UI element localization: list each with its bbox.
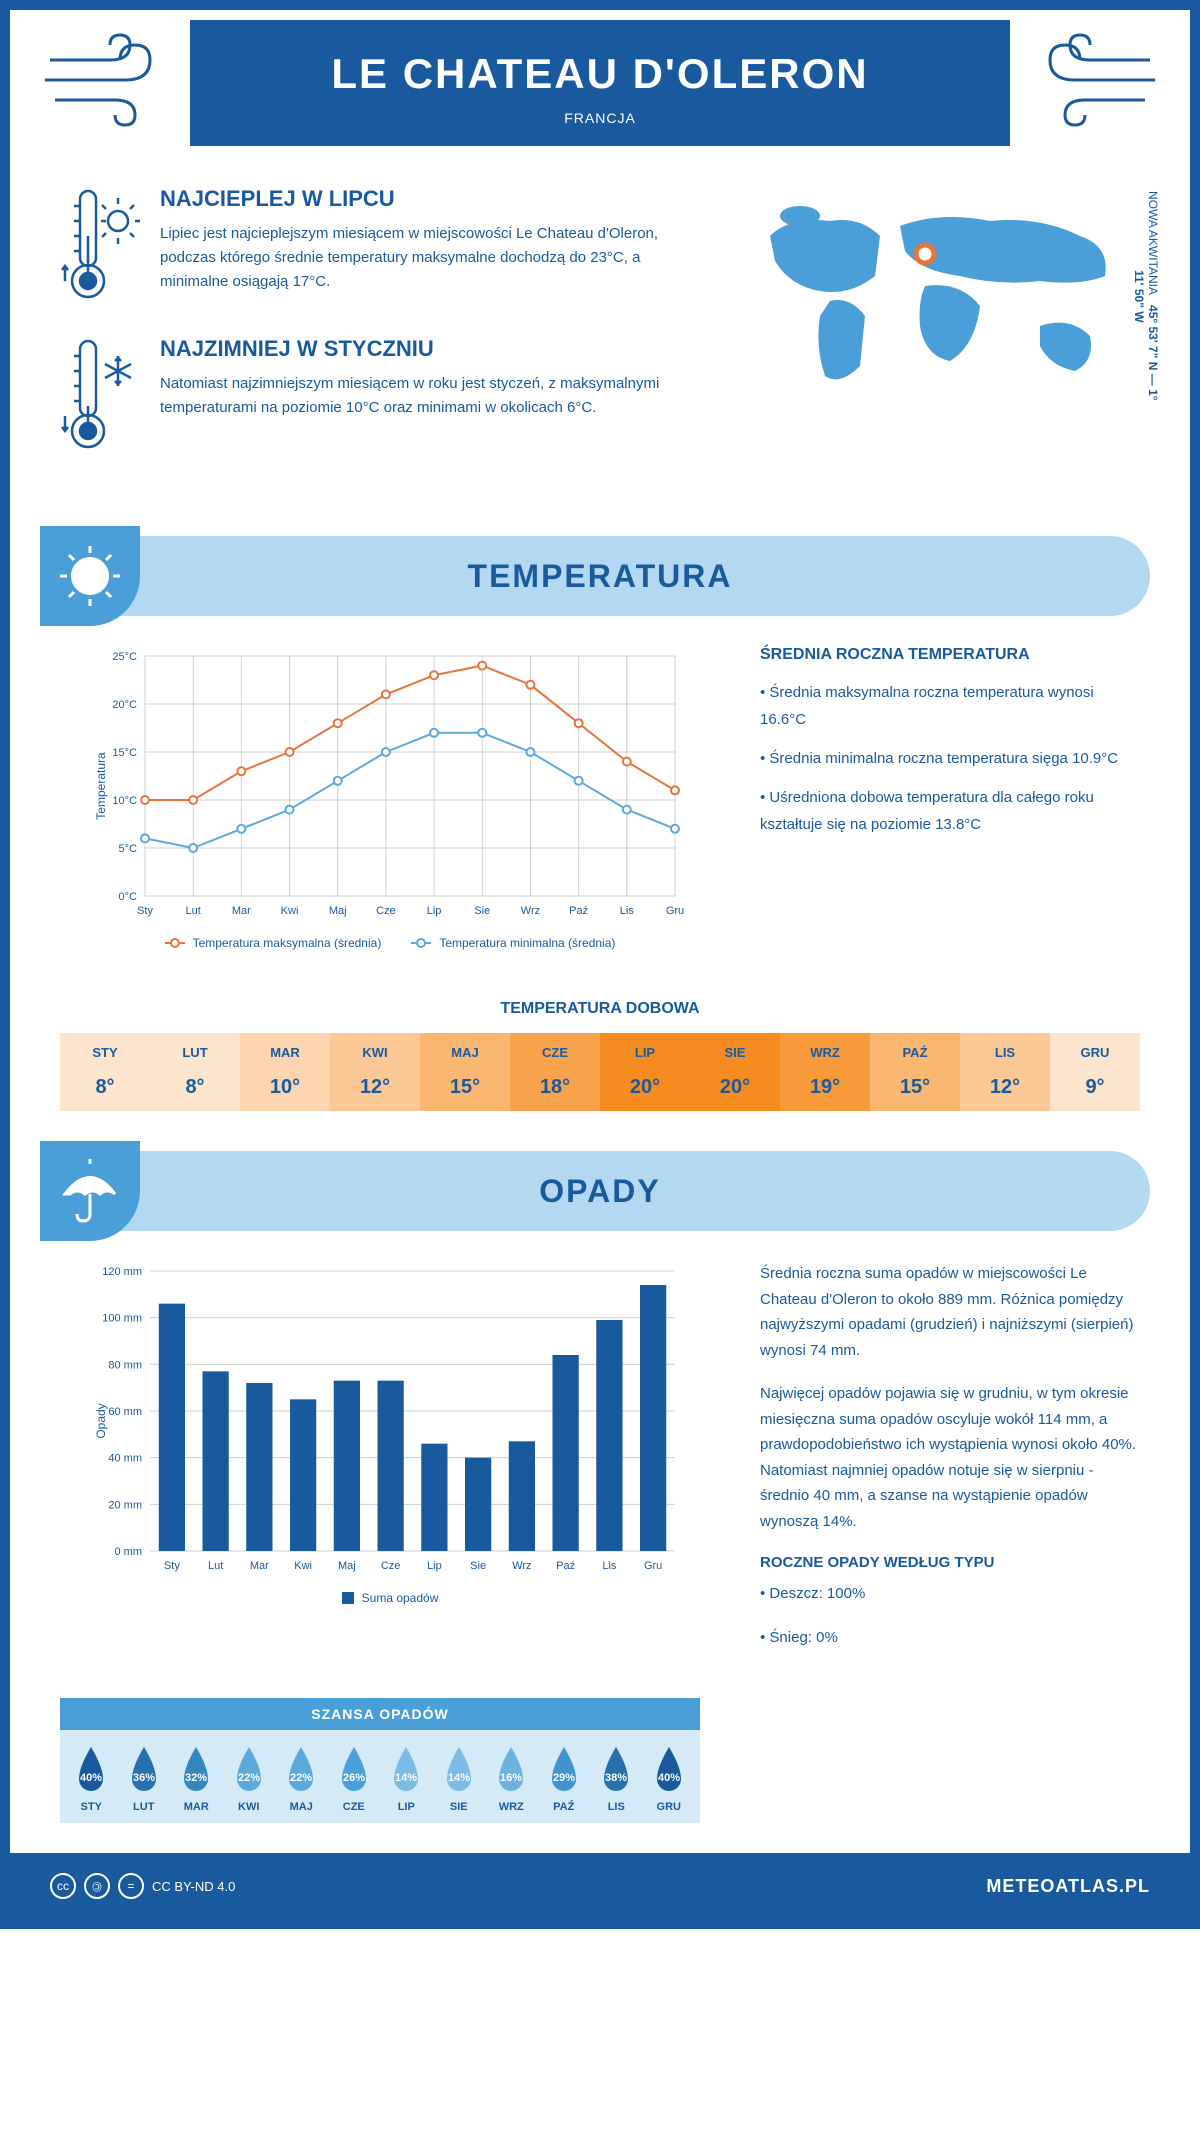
svg-text:22%: 22% (238, 1772, 260, 1784)
svg-text:20°C: 20°C (112, 699, 137, 711)
umbrella-icon (55, 1156, 125, 1226)
svg-text:Sty: Sty (164, 1560, 180, 1572)
svg-text:Sie: Sie (474, 905, 490, 917)
svg-text:Kwi: Kwi (294, 1560, 312, 1572)
footer: cc 🄯 = CC BY-ND 4.0 METEOATLAS.PL (10, 1853, 1190, 1919)
thermometer-snow-icon (60, 336, 140, 456)
svg-text:Wrz: Wrz (512, 1560, 531, 1572)
svg-text:100 mm: 100 mm (102, 1313, 142, 1325)
opady-section-header: OPADY (50, 1151, 1150, 1231)
svg-text:Lis: Lis (620, 905, 635, 917)
temperature-line-chart: 0°C 5°C 10°C 15°C 20°C 25°C Sty Lut Mar Kwi Maj Cze… (60, 646, 720, 926)
svg-text:Lip: Lip (427, 1560, 442, 1572)
svg-text:10°C: 10°C (112, 795, 137, 807)
svg-text:Cze: Cze (376, 905, 396, 917)
header-banner: LE CHATEAU D'OLERON FRANCJA (190, 20, 1010, 146)
opady-type: • Deszcz: 100% (760, 1581, 1140, 1607)
svg-text:Mar: Mar (250, 1560, 269, 1572)
svg-text:26%: 26% (343, 1772, 365, 1784)
avg-temp-title: ŚREDNIA ROCZNA TEMPERATURA (760, 646, 1140, 664)
by-icon: 🄯 (84, 1873, 110, 1899)
opady-info: Średnia roczna suma opadów w miejscowośc… (760, 1261, 1140, 1363)
svg-text:Gru: Gru (644, 1560, 662, 1572)
warmest-text: Lipiec jest najcieplejszym miesiącem w m… (160, 222, 700, 294)
svg-text:Paź: Paź (569, 905, 588, 917)
svg-text:60 mm: 60 mm (108, 1406, 142, 1418)
svg-text:Kwi: Kwi (281, 905, 299, 917)
legend-min: .legend-item:nth-child(2) .legend-marker… (411, 936, 615, 950)
warmest-block: NAJCIEPLEJ W LIPCU Lipiec jest najcieple… (60, 186, 700, 306)
svg-text:Temperatura: Temperatura (94, 752, 108, 820)
avg-temp-info: • Uśredniona dobowa temperatura dla całe… (760, 784, 1140, 838)
svg-text:0°C: 0°C (119, 891, 138, 903)
svg-text:Gru: Gru (666, 905, 684, 917)
legend-opady: Suma opadów (342, 1591, 439, 1605)
svg-text:0 mm: 0 mm (115, 1546, 143, 1558)
wind-icon (1020, 30, 1160, 130)
cc-icon: cc (50, 1873, 76, 1899)
opady-info: Najwięcej opadów pojawia się w grudniu, … (760, 1381, 1140, 1534)
license-text: CC BY-ND 4.0 (152, 1879, 235, 1894)
wind-icon (40, 30, 180, 130)
chance-row: 40% STY 36% LUT 32% MAR 22% KWI (60, 1730, 700, 1823)
svg-text:15°C: 15°C (112, 747, 137, 759)
svg-text:Lip: Lip (427, 905, 442, 917)
thermometer-sun-icon (60, 186, 140, 306)
svg-text:Paź: Paź (556, 1560, 575, 1572)
svg-text:Lut: Lut (208, 1560, 223, 1572)
page-title: LE CHATEAU D'OLERON (190, 50, 1010, 98)
svg-text:5°C: 5°C (119, 843, 138, 855)
svg-text:22%: 22% (290, 1772, 312, 1784)
svg-text:20 mm: 20 mm (108, 1499, 142, 1511)
svg-text:Sty: Sty (137, 905, 153, 917)
warmest-title: NAJCIEPLEJ W LIPCU (160, 186, 700, 212)
svg-text:120 mm: 120 mm (102, 1266, 142, 1278)
svg-text:Mar: Mar (232, 905, 251, 917)
coldest-title: NAJZIMNIEJ W STYCZNIU (160, 336, 700, 362)
svg-text:Sie: Sie (470, 1560, 486, 1572)
svg-text:Maj: Maj (329, 905, 347, 917)
coldest-text: Natomiast najzimniejszym miesiącem w rok… (160, 372, 700, 420)
svg-text:40%: 40% (80, 1772, 102, 1784)
chance-header: SZANSA OPADÓW (60, 1698, 700, 1730)
temperature-section-header: TEMPERATURA (50, 536, 1150, 616)
svg-text:14%: 14% (448, 1772, 470, 1784)
svg-text:25°C: 25°C (112, 651, 137, 663)
svg-text:16%: 16% (500, 1772, 522, 1784)
opady-type: • Śnieg: 0% (760, 1625, 1140, 1651)
svg-text:29%: 29% (553, 1772, 575, 1784)
svg-text:Cze: Cze (381, 1560, 401, 1572)
svg-text:38%: 38% (605, 1772, 627, 1784)
svg-text:40 mm: 40 mm (108, 1453, 142, 1465)
svg-text:Opady: Opady (94, 1403, 108, 1438)
nd-icon: = (118, 1873, 144, 1899)
page-subtitle: FRANCJA (190, 110, 1010, 126)
svg-text:Wrz: Wrz (521, 905, 540, 917)
precipitation-bar-chart: 0 mm 20 mm 40 mm 60 mm 80 mm 100 mm 120 mm Opad… (60, 1261, 720, 1581)
avg-temp-info: • Średnia minimalna roczna temperatura s… (760, 745, 1140, 772)
coordinates: NOWA AKWITANIA 45° 53' 7" N — 1° 11' 50"… (1132, 186, 1160, 406)
sun-icon (55, 541, 125, 611)
daily-temp-title: TEMPERATURA DOBOWA (10, 1000, 1190, 1018)
svg-text:32%: 32% (185, 1772, 207, 1784)
coldest-block: NAJZIMNIEJ W STYCZNIU Natomiast najzimni… (60, 336, 700, 456)
svg-text:40%: 40% (658, 1772, 680, 1784)
legend-max: .legend-item:nth-child(1) .legend-marker… (165, 936, 382, 950)
world-map (740, 186, 1140, 406)
svg-text:Lut: Lut (186, 905, 201, 917)
svg-text:36%: 36% (133, 1772, 155, 1784)
svg-text:80 mm: 80 mm (108, 1359, 142, 1371)
svg-text:Lis: Lis (602, 1560, 617, 1572)
daily-temp-table: STY 8° LUT 8° MAR 10° KWI 12° MAJ 15° CZ… (60, 1033, 1140, 1111)
avg-temp-info: • Średnia maksymalna roczna temperatura … (760, 679, 1140, 733)
svg-text:14%: 14% (395, 1772, 417, 1784)
opady-type-title: ROCZNE OPADY WEDŁUG TYPU (760, 1554, 1140, 1571)
footer-brand: METEOATLAS.PL (986, 1876, 1150, 1897)
svg-text:Maj: Maj (338, 1560, 356, 1572)
